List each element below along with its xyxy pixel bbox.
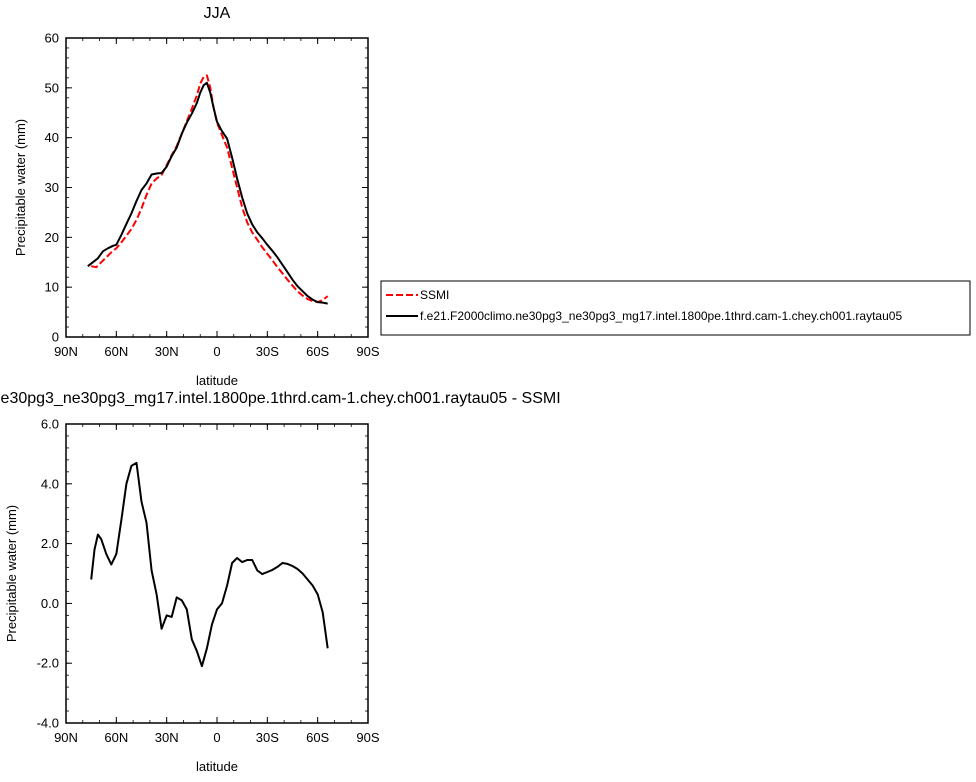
x-tick-label: 90S	[356, 730, 379, 745]
y-tick-label: 2.0	[41, 536, 59, 551]
y-tick-label: 30	[45, 180, 59, 195]
chart-1: JJA 90N 60N 30N 0 30S 60S 90S 0 10 20 30 40 50 60 latit…	[13, 5, 971, 388]
chart-2: e21.F2000climo.ne30pg3_ne30pg3_mg17.inte…	[0, 390, 561, 774]
x-tick-label: 0	[213, 730, 220, 745]
x-tick-label: 90N	[54, 344, 78, 359]
y-tick-label: -4.0	[37, 716, 59, 731]
x-axis-label: latitude	[196, 759, 238, 774]
y-tick-label: 6.0	[41, 417, 59, 432]
x-tick-label: 30N	[155, 730, 179, 745]
x-tick-label: 90S	[356, 344, 379, 359]
legend: SSMI f.e21.F2000climo.ne30pg3_ne30pg3_mg1…	[380, 280, 971, 336]
y-tick-label: 0.0	[41, 596, 59, 611]
plot-frame	[65, 423, 369, 724]
y-tick-label: 0	[52, 330, 59, 345]
x-tick-label: 30S	[256, 730, 279, 745]
plot-frame	[65, 37, 369, 338]
x-tick-label: 30N	[155, 344, 179, 359]
x-tick-label: 60N	[104, 730, 128, 745]
legend-label-2: f.e21.F2000climo.ne30pg3_ne30pg3_mg17.in…	[420, 309, 902, 323]
y-tick-label: 50	[45, 80, 59, 95]
x-tick-label: 60N	[104, 344, 128, 359]
x-tick-label: 90N	[54, 730, 78, 745]
y-tick-label: 10	[45, 280, 59, 295]
x-tick-label: 60S	[306, 344, 329, 359]
chart-title: JJA	[204, 5, 231, 22]
series-line-1	[90, 461, 329, 668]
y-tick-label: -2.0	[37, 656, 59, 671]
x-tick-label: 0	[213, 344, 220, 359]
legend-label-1: SSMI	[420, 288, 449, 302]
x-tick-label: 30S	[256, 344, 279, 359]
y-axis-label: Precipitable water (mm)	[4, 505, 19, 642]
y-axis-label: Precipitable water (mm)	[13, 119, 28, 256]
legend-box	[380, 280, 971, 336]
y-tick-label: 4.0	[41, 476, 59, 491]
y-tick-label: 20	[45, 230, 59, 245]
y-tick-label: 60	[45, 31, 59, 46]
chart-title: e21.F2000climo.ne30pg3_ne30pg3_mg17.inte…	[0, 390, 561, 407]
series-line-1	[91, 74, 329, 304]
x-axis-label: latitude	[196, 373, 238, 388]
series-line-2	[87, 81, 328, 305]
y-tick-label: 40	[45, 130, 59, 145]
x-tick-label: 60S	[306, 730, 329, 745]
